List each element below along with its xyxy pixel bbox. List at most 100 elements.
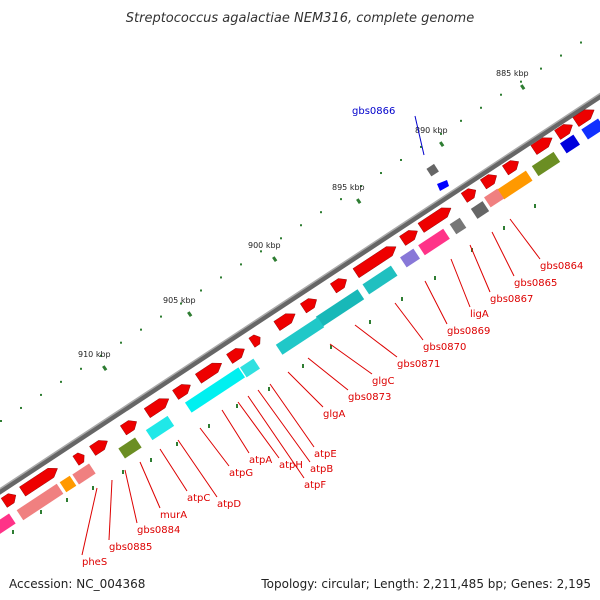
- leader-line: [124, 469, 138, 524]
- track-tick: [503, 226, 505, 230]
- minor-tick: [160, 315, 162, 318]
- cds-feature: [145, 415, 175, 441]
- gene-label-atpC: atpC: [187, 493, 210, 504]
- cds-feature: [449, 217, 467, 235]
- gene-label-pheS: pheS: [82, 557, 107, 568]
- gene-label-atpF: atpF: [304, 480, 326, 491]
- cds-feature: [399, 230, 418, 246]
- leader-line: [237, 401, 280, 459]
- leader-line: [269, 383, 315, 448]
- minor-tick: [440, 132, 442, 135]
- major-tick: [356, 198, 362, 205]
- cds-feature: [417, 207, 452, 233]
- minor-tick: [300, 224, 302, 227]
- cds-feature: [89, 440, 108, 456]
- gene-label-gbs0869: gbs0869: [447, 326, 490, 337]
- cds-feature: [273, 313, 296, 331]
- leader-line: [247, 395, 305, 479]
- gene-label-gbs0873: gbs0873: [348, 392, 391, 403]
- track-tick: [268, 387, 270, 391]
- track-tick: [66, 498, 68, 502]
- minor-tick: [400, 158, 402, 161]
- gbs0866-feature: [437, 180, 449, 191]
- minor-tick: [100, 354, 102, 357]
- gene-label-ligA: ligA: [470, 309, 489, 320]
- gene-label-gbs0885: gbs0885: [109, 542, 152, 553]
- leader-line: [509, 218, 541, 260]
- scale-label: 905 kbp: [163, 296, 196, 305]
- scale-label: 890 kbp: [415, 126, 448, 135]
- minor-tick: [420, 145, 422, 148]
- minor-tick: [240, 263, 242, 266]
- gene-label-atpG: atpG: [229, 468, 253, 479]
- gene-label-gbs0871: gbs0871: [397, 359, 440, 370]
- cds-feature: [143, 398, 170, 419]
- cds-feature: [400, 248, 420, 268]
- cds-feature: [418, 228, 450, 256]
- leader-line: [221, 409, 250, 454]
- scale-ticks: 885 kbp 890 kbp 895 kbp 900 kbp 905 kbp 910 k…: [0, 41, 582, 422]
- cds-feature: [248, 334, 261, 348]
- leader-line: [139, 461, 161, 509]
- leader-line: [177, 439, 218, 498]
- minor-tick: [320, 211, 322, 214]
- cds-feature: [120, 420, 137, 436]
- gene-label-glgA: glgA: [323, 409, 345, 420]
- cds-feature: [240, 358, 260, 378]
- gene-label-gbs0866: gbs0866: [352, 106, 395, 117]
- cds-feature: [195, 362, 222, 384]
- track-tick: [302, 364, 304, 368]
- minor-tick: [80, 367, 82, 370]
- leader-line: [414, 115, 425, 156]
- leader-line: [491, 231, 515, 277]
- minor-tick: [0, 420, 2, 422]
- gbs0866-gray-feature: [426, 163, 439, 177]
- major-tick: [187, 311, 193, 318]
- leader-line: [287, 371, 324, 408]
- gene-label-gbs0865: gbs0865: [514, 278, 557, 289]
- minor-tick: [360, 185, 362, 188]
- minor-tick: [540, 67, 542, 70]
- minor-tick: [520, 80, 522, 83]
- minor-tick: [580, 41, 582, 44]
- track-tick: [236, 404, 238, 408]
- leader-line: [354, 324, 398, 358]
- minor-tick: [60, 380, 62, 383]
- track-tick: [122, 470, 124, 474]
- major-tick: [520, 84, 526, 91]
- gene-label-glgC: glgC: [372, 376, 394, 387]
- cds-feature: [172, 384, 191, 400]
- minor-tick: [380, 172, 382, 175]
- minor-tick: [260, 250, 262, 253]
- gene-label-gbs0867: gbs0867: [490, 294, 533, 305]
- minor-tick: [340, 198, 342, 201]
- feature-tracks: [0, 109, 600, 535]
- cds-feature: [300, 298, 317, 314]
- cds-feature: [330, 278, 347, 294]
- minor-tick: [460, 119, 462, 122]
- cds-feature: [352, 246, 397, 279]
- minor-tick: [280, 237, 282, 240]
- cds-feature: [0, 493, 17, 508]
- topology-summary: Topology: circular; Length: 2,211,485 bp…: [261, 577, 591, 591]
- leader-line: [81, 487, 98, 556]
- cds-feature: [72, 452, 85, 466]
- cds-feature: [480, 174, 497, 190]
- track-tick: [176, 442, 178, 446]
- major-tick: [102, 365, 108, 372]
- leader-line: [199, 427, 230, 467]
- cds-feature: [572, 109, 595, 127]
- leader-line: [329, 343, 373, 375]
- major-tick: [439, 141, 445, 148]
- leader-line: [257, 389, 311, 463]
- leader-line: [159, 448, 188, 492]
- cds-feature: [560, 134, 580, 154]
- leader-line: [450, 258, 471, 308]
- track-tick: [208, 424, 210, 428]
- track-tick: [401, 297, 403, 301]
- major-tick: [272, 256, 278, 263]
- cds-feature: [554, 124, 573, 140]
- minor-tick: [40, 393, 42, 396]
